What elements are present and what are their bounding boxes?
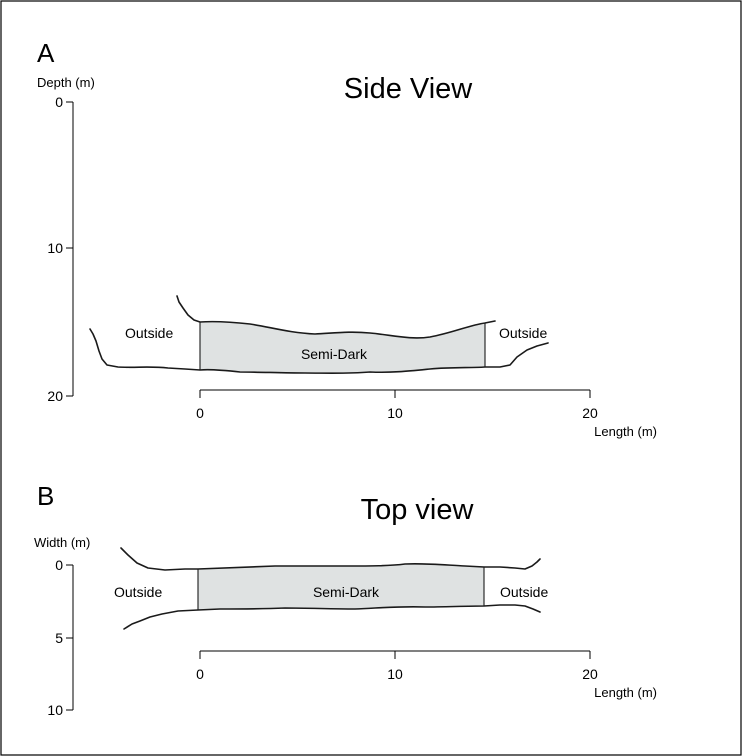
panel-a-x-tick-label-10: 10 bbox=[387, 405, 403, 421]
panel-b-semi-dark-zone bbox=[198, 563, 484, 610]
panel-a-x-axis-label: Length (m) bbox=[594, 424, 657, 439]
panel-a-y-tick-label-10: 10 bbox=[47, 240, 63, 256]
panel-b-cave-lower-wall bbox=[123, 604, 541, 630]
panel-a-outside-right-label: Outside bbox=[499, 325, 547, 341]
panel-b-outside-left-label: Outside bbox=[114, 584, 162, 600]
panel-b-x-tick-label-10: 10 bbox=[387, 666, 403, 682]
panel-a-letter: A bbox=[37, 38, 55, 68]
panel-a-y-axis-label: Depth (m) bbox=[37, 75, 95, 90]
panel-a-y-tick-label-0: 0 bbox=[55, 94, 63, 110]
panel-a-title: Side View bbox=[344, 73, 473, 105]
panel-b-y-tick-label-5: 5 bbox=[55, 630, 63, 646]
panel-a-outside-left-label: Outside bbox=[125, 325, 173, 341]
panel-b-y-tick-label-0: 0 bbox=[55, 557, 63, 573]
panel-b-title: Top view bbox=[361, 494, 475, 526]
panel-b-outside-right-label: Outside bbox=[500, 584, 548, 600]
panel-b-x-tick-label-0: 0 bbox=[196, 666, 204, 682]
panel-b-semi-dark-label: Semi-Dark bbox=[313, 584, 380, 600]
panel-a-y-tick-label-20: 20 bbox=[47, 388, 63, 404]
panel-b-y-axis-label: Width (m) bbox=[34, 535, 90, 550]
panel-a-cave-ceiling bbox=[176, 295, 496, 339]
panel-a-x-tick-label-0: 0 bbox=[196, 405, 204, 421]
panel-b-cave-upper-wall bbox=[120, 547, 541, 571]
panel-a-x-tick-label-20: 20 bbox=[582, 405, 598, 421]
panel-a-cave-floor bbox=[89, 328, 549, 375]
panel-a-semi-dark-label: Semi-Dark bbox=[301, 346, 368, 362]
panel-a-side-view: A Side View Depth (m) 0 10 20 0 10 20 Le… bbox=[37, 38, 657, 439]
panel-b-y-tick-label-10: 10 bbox=[47, 702, 63, 718]
panel-b-letter: B bbox=[37, 481, 54, 511]
panel-b-x-tick-label-20: 20 bbox=[582, 666, 598, 682]
panel-b-top-view: B Top view Width (m) 0 5 10 0 10 20 Leng… bbox=[34, 481, 657, 718]
panel-b-x-axis-label: Length (m) bbox=[594, 685, 657, 700]
panel-a-semi-dark-zone bbox=[200, 321, 485, 374]
